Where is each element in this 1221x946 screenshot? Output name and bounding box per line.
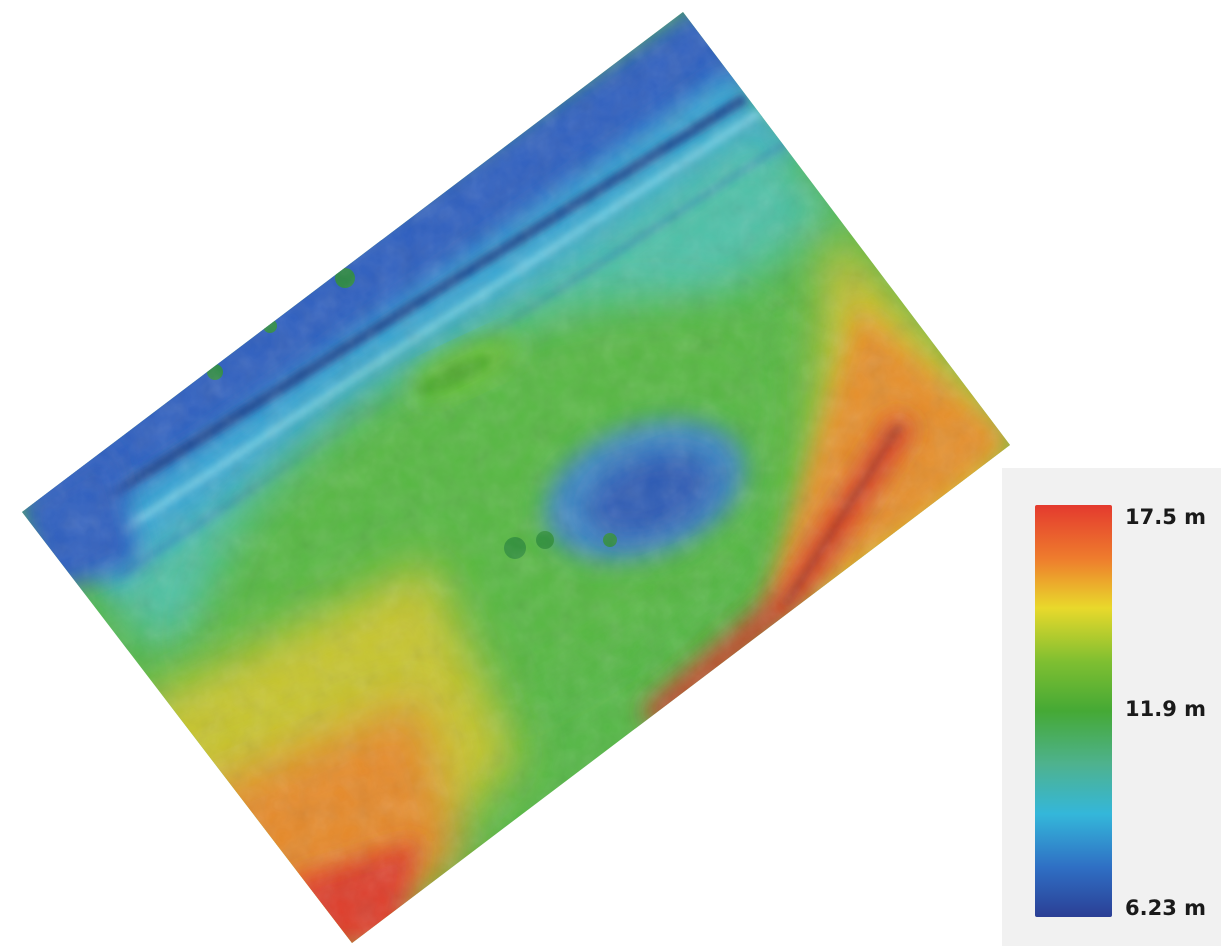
elevation-color-ramp (1035, 505, 1112, 917)
legend-max-label: 17.5 m (1125, 505, 1207, 529)
legend-panel: 17.5 m 11.9 m 6.23 m (1002, 468, 1221, 946)
legend-mid-label: 11.9 m (1125, 697, 1207, 721)
legend-min-label: 6.23 m (1125, 896, 1207, 920)
